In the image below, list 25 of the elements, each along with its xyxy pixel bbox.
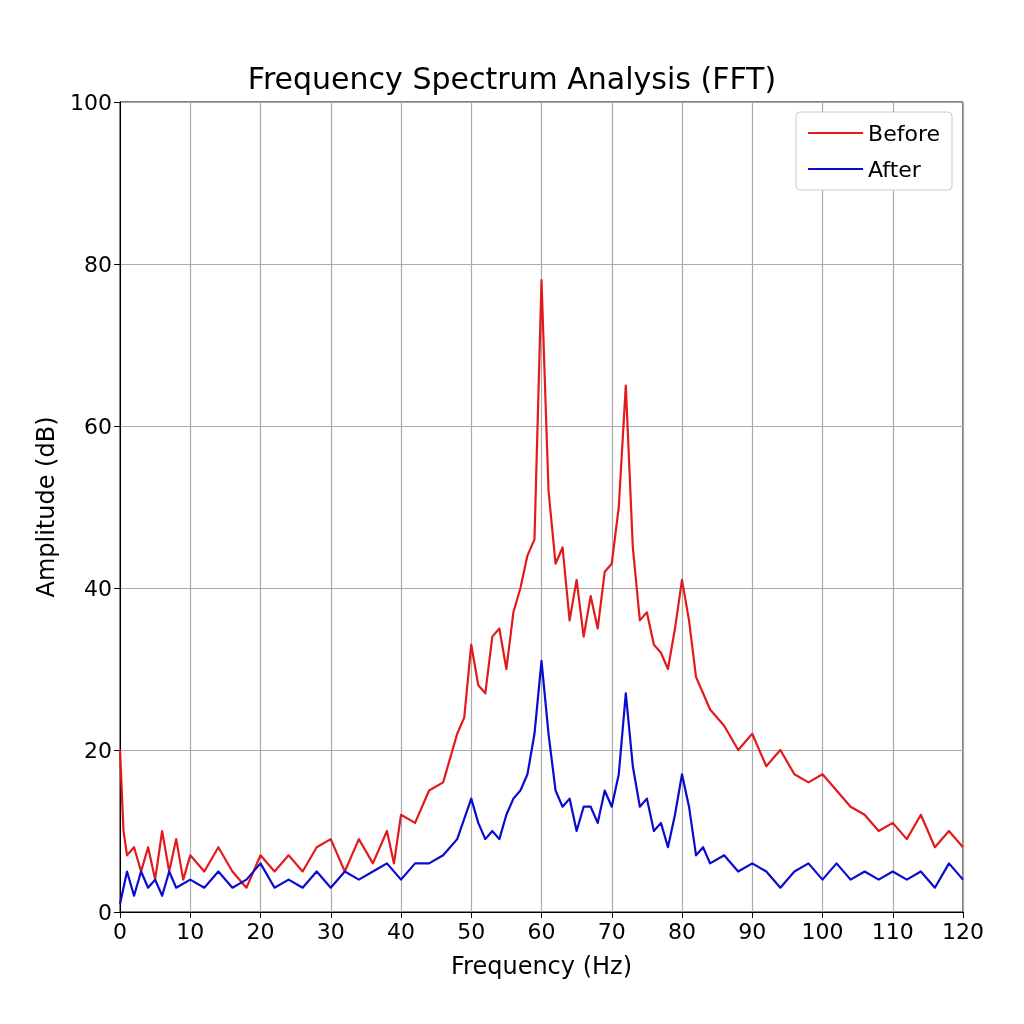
x-tick-label: 10: [176, 918, 205, 944]
legend-label: After: [868, 156, 922, 182]
y-tick-label: 60: [84, 413, 112, 439]
chart-title: Frequency Spectrum Analysis (FFT): [247, 60, 777, 96]
y-tick-label: 20: [84, 737, 112, 763]
y-axis-title: Amplitude (dB): [32, 416, 60, 598]
y-tick-label: 80: [84, 251, 112, 277]
x-axis-title: Frequency (Hz): [451, 952, 632, 980]
x-tick-label: 110: [871, 918, 914, 944]
x-tick-label: 40: [387, 918, 415, 944]
y-tick-label: 40: [84, 575, 112, 601]
x-tick-label: 80: [668, 918, 696, 944]
x-tick-label: 20: [246, 918, 275, 944]
y-tick-label: 100: [70, 89, 112, 115]
x-tick-label: 30: [316, 918, 345, 944]
x-tick-label: 120: [942, 918, 984, 944]
x-tick-label: 70: [597, 918, 626, 944]
x-tick-label: 90: [738, 918, 767, 944]
legend-label: Before: [868, 120, 941, 146]
line-series: [118, 279, 965, 889]
x-tick-label: 50: [457, 918, 486, 944]
x-tick-label: 100: [801, 918, 844, 944]
x-tick-label: 60: [527, 918, 556, 944]
line-series: [118, 659, 965, 905]
y-tick-label: 0: [98, 899, 112, 925]
